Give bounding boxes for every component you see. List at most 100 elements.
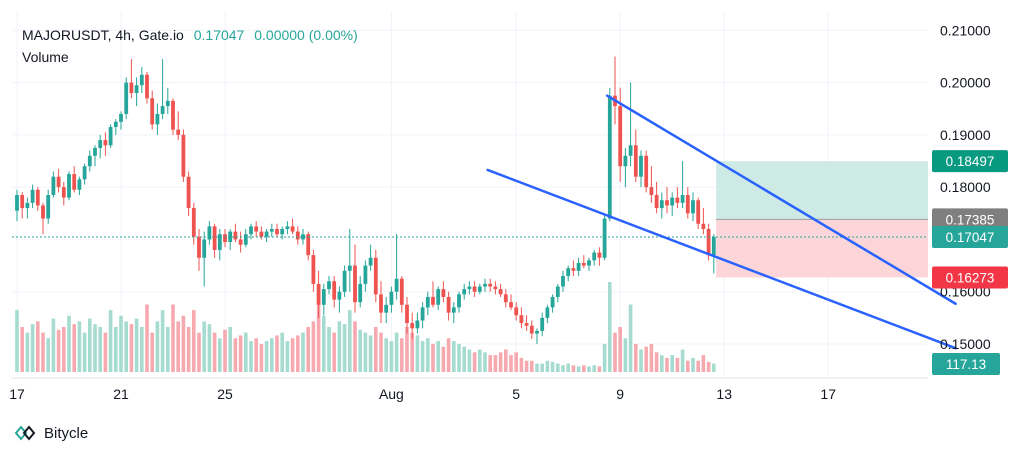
candle-body	[665, 200, 669, 206]
candle-body	[358, 283, 363, 303]
candle-body	[675, 197, 680, 203]
volume-bar	[405, 327, 409, 372]
volume-bar	[160, 310, 165, 372]
volume-bar	[36, 321, 40, 372]
candle-body	[493, 286, 498, 290]
volume-bar	[129, 324, 134, 372]
candle-body	[51, 176, 56, 195]
volume-bar	[119, 315, 123, 372]
x-tick-label: 5	[512, 386, 520, 402]
trendline	[605, 94, 957, 306]
candle-body	[223, 234, 227, 243]
volume-bar	[171, 304, 175, 372]
volume-bar	[285, 341, 290, 372]
candle-body	[519, 315, 524, 324]
x-axis: 17 21 25 Aug 5 9 13 17	[9, 386, 836, 402]
target-zone	[716, 161, 928, 220]
volume-bar	[519, 357, 524, 372]
volume-bar	[701, 355, 706, 372]
candle-body	[555, 286, 560, 297]
target-price-badge-bg	[932, 150, 1008, 173]
candle-body	[384, 304, 389, 313]
volume-bar	[82, 332, 87, 372]
candle-body	[607, 95, 612, 219]
volume-bar	[566, 363, 570, 372]
brand-name[interactable]: Bitycle	[44, 424, 89, 442]
volume-bar	[212, 332, 217, 372]
volume-bar	[571, 365, 576, 372]
candle-body	[316, 283, 321, 305]
volume-bar	[498, 352, 503, 372]
candle-body	[327, 281, 331, 290]
candle-body	[82, 166, 87, 180]
candle-body	[337, 291, 342, 300]
volume-bar	[493, 355, 498, 372]
candle-body	[321, 289, 326, 305]
volume-label[interactable]: Volume	[22, 49, 69, 65]
candle-body	[238, 239, 243, 245]
candle-body	[176, 129, 181, 135]
price-badges: 0.18497 0.17385 0.17047 0.16273 117.13	[932, 150, 1008, 375]
y-tick-label: 0.15000	[940, 336, 991, 352]
volume-bar	[145, 304, 149, 372]
candle-body	[269, 228, 274, 232]
stop-zone	[716, 219, 928, 278]
x-tick-label: 9	[616, 386, 624, 402]
volume-bar	[93, 324, 97, 372]
volume-bar	[561, 365, 565, 372]
candle-body	[165, 100, 170, 107]
candle-body	[576, 262, 581, 271]
volume-bar	[348, 310, 352, 372]
candle-body	[561, 276, 565, 287]
symbol-name[interactable]: MAJORUSDT	[22, 27, 108, 43]
candle-body	[160, 106, 165, 114]
candle-body	[535, 330, 539, 334]
candle-body	[581, 262, 586, 266]
volume-bar	[186, 327, 191, 372]
volume-bar	[296, 335, 300, 372]
volume-bar	[540, 363, 544, 372]
candle-body	[113, 121, 118, 128]
candle-body	[98, 140, 103, 148]
candle-body	[457, 294, 461, 308]
candle-body	[353, 265, 357, 303]
candle-body	[249, 226, 253, 235]
volume-bar	[264, 341, 269, 372]
volume-badge-bg	[932, 353, 1000, 375]
candle-body	[129, 82, 134, 94]
exchange: Gate.io	[138, 27, 184, 43]
x-tick-label: 21	[113, 386, 129, 402]
stop-price-badge: 0.16273	[946, 270, 995, 285]
candle-body	[119, 113, 123, 122]
volume-bar	[639, 349, 643, 372]
bitycle-logo-icon	[14, 425, 36, 441]
volume-bar	[556, 363, 560, 372]
candle-body	[181, 134, 186, 177]
volume-bar	[415, 335, 420, 372]
candle-body	[670, 197, 675, 206]
last-price: 0.17047	[193, 27, 245, 43]
volume-bar	[452, 341, 456, 372]
stop-price-badge-bg	[932, 266, 1008, 289]
volume-bar	[108, 310, 113, 372]
volume-bar	[363, 332, 368, 372]
interval[interactable]: 4h	[115, 27, 131, 43]
volume-bar	[88, 318, 92, 372]
candle-body	[597, 252, 602, 258]
volume-bar	[327, 327, 331, 372]
candle-body	[503, 294, 508, 303]
volume-bar	[134, 318, 139, 372]
entry-price-badge: 0.17385	[946, 212, 995, 227]
candle-body	[389, 291, 394, 305]
candle-body	[451, 307, 456, 313]
entry-price-badge-bg	[932, 208, 1008, 231]
candle-body	[410, 323, 415, 329]
volume-bar	[15, 310, 19, 372]
candle-body	[124, 82, 129, 114]
candle-body	[373, 257, 378, 295]
candle-body	[306, 234, 311, 256]
candle-body	[592, 252, 597, 261]
candle-body	[295, 231, 300, 240]
candle-body	[524, 323, 529, 326]
candle-body	[264, 231, 269, 237]
